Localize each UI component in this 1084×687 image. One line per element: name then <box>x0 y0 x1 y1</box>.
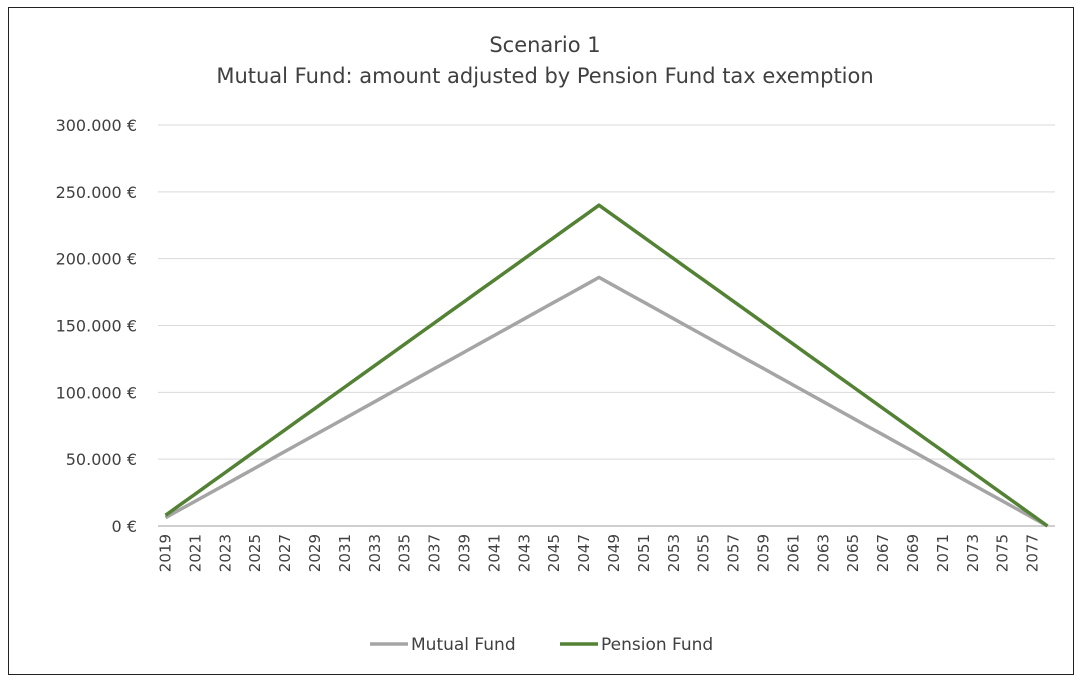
x-tick-label: 2041 <box>485 534 503 572</box>
x-tick-label: 2049 <box>605 534 623 572</box>
x-tick-label: 2019 <box>156 534 174 572</box>
x-tick-label: 2075 <box>994 534 1012 572</box>
x-tick-label: 2073 <box>964 534 982 572</box>
x-tick-label: 2031 <box>336 534 354 572</box>
y-tick-label: 250.000 € <box>56 183 137 202</box>
x-tick-label: 2071 <box>934 534 952 572</box>
legend-label: Pension Fund <box>601 635 713 655</box>
x-tick-label: 2035 <box>396 534 414 572</box>
x-tick-label: 2065 <box>844 534 862 572</box>
x-tick-label: 2021 <box>186 534 204 572</box>
y-tick-label: 100.000 € <box>56 383 137 402</box>
x-tick-label: 2061 <box>784 534 802 572</box>
x-tick-label: 2043 <box>515 534 533 572</box>
x-tick-label: 2029 <box>306 534 324 572</box>
y-tick-label: 200.000 € <box>56 250 137 269</box>
x-tick-label: 2059 <box>754 534 772 572</box>
legend-label: Mutual Fund <box>411 635 516 655</box>
y-tick-label: 0 € <box>112 517 137 536</box>
y-tick-label: 150.000 € <box>56 317 137 336</box>
x-tick-label: 2067 <box>874 534 892 572</box>
x-tick-label: 2057 <box>725 534 743 572</box>
x-tick-label: 2027 <box>276 534 294 572</box>
x-tick-label: 2037 <box>426 534 444 572</box>
x-tick-label: 2039 <box>455 534 473 572</box>
x-tick-label: 2051 <box>635 534 653 572</box>
x-tick-label: 2033 <box>366 534 384 572</box>
x-tick-label: 2069 <box>904 534 922 572</box>
y-tick-label: 300.000 € <box>56 116 137 135</box>
x-tick-label: 2045 <box>545 534 563 572</box>
chart-subtitle: Mutual Fund: amount adjusted by Pension … <box>216 64 873 88</box>
x-tick-label: 2047 <box>575 534 593 572</box>
chart-frame <box>8 7 1074 675</box>
x-tick-label: 2063 <box>814 534 832 572</box>
series-line-pension-fund <box>164 203 1049 528</box>
y-tick-label: 50.000 € <box>66 450 137 469</box>
x-tick-label: 2077 <box>1024 534 1042 572</box>
chart-title: Scenario 1 <box>489 33 600 57</box>
x-tick-label: 2025 <box>246 534 264 572</box>
x-tick-label: 2023 <box>216 534 234 572</box>
x-tick-label: 2055 <box>695 534 713 572</box>
series-line-mutual-fund <box>164 275 1049 528</box>
x-tick-label: 2053 <box>665 534 683 572</box>
